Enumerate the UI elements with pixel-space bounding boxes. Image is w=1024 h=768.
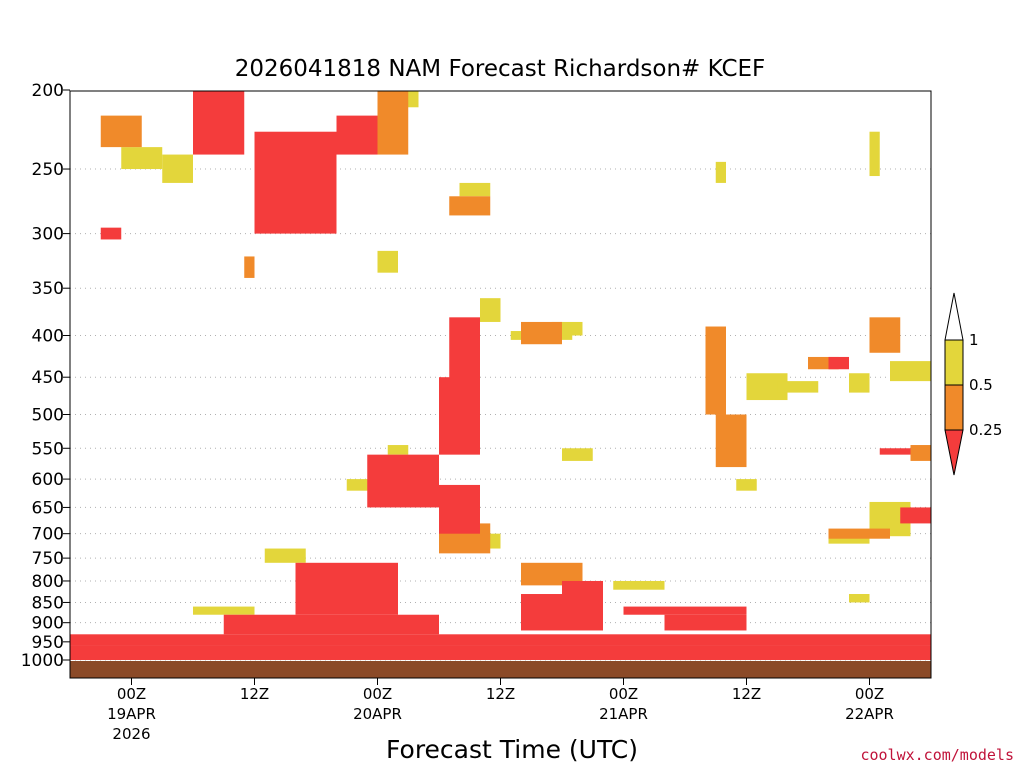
y-tick-label-250: 250 — [32, 160, 64, 180]
y-axis: 200 250 300 350 400 450 500 550 600 650 700 750 8008… — [21, 81, 70, 671]
legend-band-orange — [944, 384, 964, 431]
cell-yellow-23 — [715, 161, 726, 183]
cell-red-16 — [900, 507, 931, 524]
cell-red-7 — [664, 614, 747, 631]
cell-orange-10 — [828, 528, 890, 539]
cell-orange-9 — [869, 317, 901, 353]
cell-red-5 — [562, 580, 603, 599]
cell-red-4 — [521, 594, 603, 631]
cell-red-8 — [367, 454, 439, 508]
y-tick-label-450: 450 — [32, 368, 64, 388]
y-tick-label-700: 700 — [32, 525, 64, 545]
x-tick-label-0: 00Z — [117, 685, 146, 703]
legend: 1 0.5 0.25 — [944, 292, 1002, 476]
legend-label-2: 0.25 — [969, 421, 1002, 439]
cell-red-0 — [70, 645, 931, 660]
y-tick-label-850: 850 — [32, 593, 64, 613]
y-tick-label-1000: 1000 — [21, 651, 64, 671]
y-tick-label-500: 500 — [32, 406, 64, 426]
legend-arrow-bottom — [944, 429, 964, 476]
y-tick-label-950: 950 — [32, 633, 64, 653]
cell-yellow-11 — [264, 548, 306, 563]
y-tick-label-550: 550 — [32, 439, 64, 459]
legend-label-1: 0.5 — [969, 376, 993, 394]
cell-red-17 — [879, 448, 911, 455]
cell-red-3 — [295, 562, 398, 615]
cell-yellow-8 — [562, 448, 593, 461]
x-tick-label-1: 12Z — [240, 685, 269, 703]
x-tick-label-5: 12Z — [732, 685, 761, 703]
x-tick-date-2: 20APR — [353, 705, 402, 723]
cell-orange-2 — [449, 196, 491, 216]
cell-orange-11 — [910, 445, 931, 461]
data-cells — [70, 91, 931, 660]
cell-yellow-22 — [849, 594, 870, 603]
cell-yellow-4 — [459, 182, 491, 197]
cell-red-11 — [449, 317, 480, 393]
cell-red-13 — [254, 131, 337, 234]
cell-yellow-0 — [121, 147, 163, 170]
cell-yellow-5 — [480, 298, 501, 322]
cell-yellow-16 — [777, 381, 819, 393]
cell-orange-3 — [521, 321, 562, 345]
cell-red-14 — [336, 115, 378, 155]
x-tick-date-6: 22APR — [845, 705, 894, 723]
cell-red-2 — [223, 614, 439, 635]
y-tick-label-600: 600 — [32, 470, 64, 490]
cell-yellow-3 — [377, 250, 398, 273]
cell-orange-1 — [377, 91, 409, 155]
ground-bar — [70, 661, 931, 678]
chart-title: 2026041818 NAM Forecast Richardson# KCEF — [235, 56, 766, 82]
cell-red-9 — [439, 484, 480, 534]
x-axis: 00Z 19APR 2026 12Z 00Z 20APR 12Z 00Z 21APR 12Z 00Z… — [107, 678, 894, 743]
cell-red-12 — [193, 91, 245, 155]
cell-yellow-1 — [162, 154, 193, 183]
cell-yellow-17 — [849, 373, 870, 393]
cell-orange-12 — [244, 256, 255, 278]
cell-red-6 — [623, 606, 747, 615]
cell-yellow-21 — [736, 479, 757, 491]
credit-text: coolwx.com/models — [860, 746, 1014, 764]
cell-orange-7 — [715, 414, 747, 468]
cell-orange-0 — [100, 115, 142, 148]
x-axis-label: Forecast Time (UTC) — [386, 735, 638, 764]
cell-red-1 — [70, 634, 931, 646]
cell-orange-6 — [705, 326, 726, 415]
y-tick-label-350: 350 — [32, 279, 64, 299]
y-tick-label-800: 800 — [32, 572, 64, 592]
ground-layer — [70, 661, 931, 678]
y-tick-label-200: 200 — [32, 81, 64, 101]
cell-yellow-10 — [387, 445, 409, 455]
cell-yellow-24 — [869, 131, 880, 177]
x-tick-date-4: 21APR — [599, 705, 648, 723]
cell-yellow-13 — [193, 606, 255, 615]
x-tick-label-4: 00Z — [609, 685, 638, 703]
cell-yellow-14 — [613, 580, 665, 590]
x-tick-label-6: 00Z — [855, 685, 884, 703]
cell-yellow-9 — [346, 479, 378, 491]
y-tick-label-900: 900 — [32, 614, 64, 634]
cell-yellow-18 — [890, 361, 931, 382]
cell-orange-5 — [521, 562, 583, 586]
cell-red-18 — [828, 356, 849, 370]
x-tick-label-2: 00Z — [363, 685, 392, 703]
legend-band-yellow — [944, 339, 964, 386]
legend-label-0: 1 — [969, 331, 979, 349]
y-tick-label-650: 650 — [32, 498, 64, 518]
x-tick-date-0: 19APR — [107, 705, 156, 723]
x-tick-year-0: 2026 — [112, 725, 150, 743]
x-tick-label-3: 12Z — [486, 685, 515, 703]
cell-red-15 — [100, 227, 122, 240]
y-tick-label-300: 300 — [32, 225, 64, 245]
y-tick-label-750: 750 — [32, 549, 64, 569]
y-tick-label-400: 400 — [32, 326, 64, 346]
